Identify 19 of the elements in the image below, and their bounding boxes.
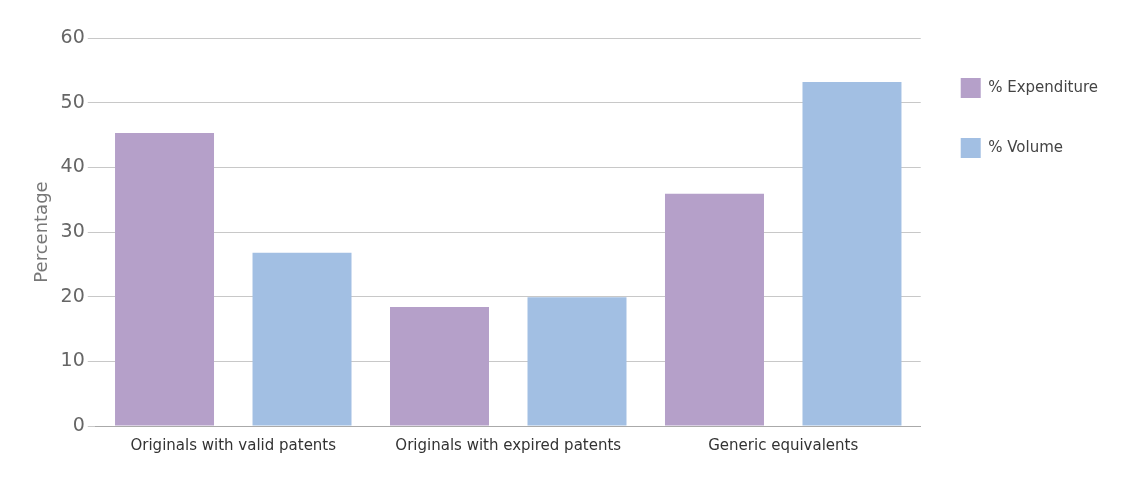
y-tick-label: 40 [60, 154, 85, 177]
bar [115, 133, 215, 426]
y-axis-title: Percentage [30, 181, 52, 283]
y-tick-label: 60 [60, 24, 85, 47]
y-tick-label: 20 [60, 283, 85, 306]
y-tick-label: 50 [60, 89, 85, 112]
y-tick-label: 30 [60, 218, 85, 241]
bar [390, 307, 489, 426]
x-tick-label: Generic equivalents [708, 435, 859, 454]
x-tick-label: Originals with expired patents [395, 435, 622, 454]
legend-label: % Expenditure [988, 77, 1099, 96]
bar [252, 252, 352, 426]
x-tick-label: Originals with valid patents [130, 435, 337, 454]
y-tick-label: 10 [60, 348, 85, 371]
bar [527, 297, 627, 426]
bar [664, 193, 764, 426]
y-tick-label: 0 [72, 412, 85, 435]
legend-label: % Volume [988, 137, 1064, 156]
bar [802, 81, 902, 426]
